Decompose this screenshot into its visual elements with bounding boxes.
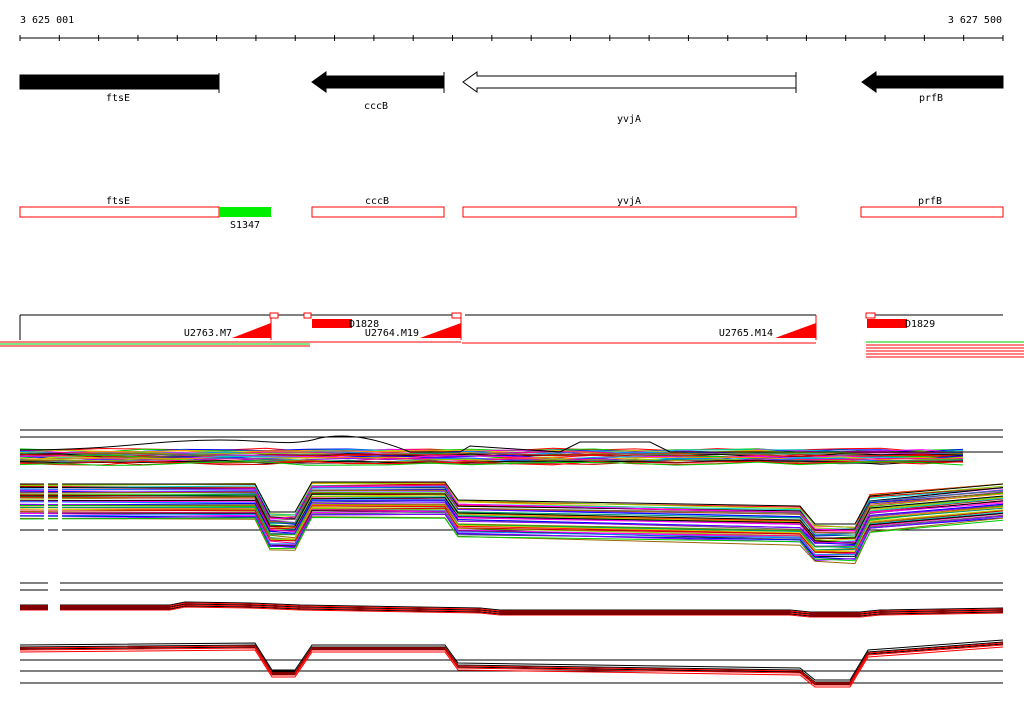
red-block-label: D1829 (905, 319, 935, 330)
ruler-ticks (19, 35, 1004, 41)
profile-line (19, 511, 1004, 555)
gene-arrow-shape (311, 71, 445, 93)
wedge-U2765[interactable]: U2765.M14 (719, 323, 816, 339)
wedge-label: U2763.M7 (184, 328, 232, 339)
feature-track: D1828 D1829 U2763.M7 U2764.M19 U2765.M14 (0, 312, 1024, 358)
red-block-D1828[interactable]: D1828 (312, 319, 379, 330)
gene-label: ftsE (106, 93, 130, 104)
wedge-U2764[interactable]: U2764.M19 (365, 323, 461, 339)
annotation-label: yvjA (617, 196, 641, 207)
gene-arrow-yvjA[interactable]: yvjA (462, 71, 797, 125)
gene-label: yvjA (617, 114, 641, 125)
annotation-label: ftsE (106, 196, 130, 207)
gene-arrow-shape (462, 71, 797, 93)
profile-line (19, 460, 964, 466)
ruler-start-label: 3 625 001 (20, 15, 74, 26)
expression-panel-multicolor (19, 429, 1004, 565)
profile-outline (20, 481, 1004, 525)
wedge-label: U2764.M19 (365, 328, 419, 339)
summary-line (19, 641, 1004, 683)
expression-panel-summary (19, 578, 1004, 688)
profile-line (19, 486, 1004, 532)
wedge-U2763[interactable]: U2763.M7 (184, 323, 271, 339)
annotation-label: prfB (918, 196, 942, 207)
summary-line (20, 606, 1004, 618)
annotation-green-feature[interactable]: S1347 (219, 207, 271, 231)
profile-outline (19, 435, 1003, 453)
summary-line (20, 605, 1004, 617)
red-block-label: D1828 (349, 319, 379, 330)
annotation-box-yvjA[interactable]: yvjA (462, 196, 797, 218)
gene-arrow-cccB[interactable]: cccB (311, 71, 445, 112)
wedge-shape (775, 323, 816, 338)
gene-track: ftsE cccB yvjA prfB (19, 71, 1004, 125)
red-block (867, 319, 907, 328)
summary-line (19, 644, 1004, 686)
summary-line (19, 642, 1004, 684)
annotation-box-cccB[interactable]: cccB (311, 196, 445, 218)
annotation-box (860, 206, 1004, 218)
profile-lines (19, 435, 1004, 565)
profile-line (19, 489, 1004, 534)
annotation-box (311, 206, 445, 218)
feature-marker (269, 312, 279, 319)
summary-line (20, 603, 1004, 615)
summary-line (19, 639, 1004, 681)
profile-line (19, 459, 964, 465)
gene-label: prfB (919, 93, 943, 104)
summary-line (20, 602, 1004, 614)
feature-marker (303, 312, 312, 319)
annotation-box-prfB[interactable]: prfB (860, 196, 1004, 218)
summary-lines (19, 601, 1004, 688)
summary-line (19, 643, 1004, 685)
wedge-shape (420, 323, 461, 338)
coordinate-ruler: 3 625 001 3 627 500 (19, 15, 1004, 41)
gene-arrow-shape (19, 74, 220, 90)
feature-marker (451, 312, 462, 319)
feature-marker (865, 312, 876, 319)
panel-gap (44, 480, 48, 540)
green-feature-bar (219, 207, 271, 217)
annotation-track: ftsE S1347 cccB yvjA prfB (19, 196, 1004, 231)
annotation-box-ftsE[interactable]: ftsE (19, 196, 220, 218)
gene-arrow-prfB[interactable]: prfB (861, 71, 1004, 104)
green-feature-label: S1347 (230, 220, 260, 231)
panel-gap (48, 578, 60, 623)
annotation-box (462, 206, 797, 218)
gene-arrow-ftsE[interactable]: ftsE (19, 73, 220, 104)
red-block-D1829[interactable]: D1829 (867, 319, 935, 330)
panel-gap (58, 480, 62, 540)
ruler-end-label: 3 627 500 (948, 15, 1002, 26)
annotation-box (19, 206, 220, 218)
summary-line (20, 604, 1004, 616)
profile-outline (20, 493, 1004, 539)
summary-line (20, 601, 1004, 613)
annotation-label: cccB (365, 196, 389, 207)
profile-line (19, 513, 1004, 562)
profile-line (19, 457, 964, 463)
gene-label: cccB (364, 101, 388, 112)
red-block (312, 319, 352, 328)
wedge-shape (232, 323, 271, 338)
gene-arrow-shape (861, 71, 1004, 93)
profile-line (19, 516, 1004, 562)
profile-line (19, 461, 964, 466)
summary-line (19, 646, 1004, 688)
wedge-label: U2765.M14 (719, 328, 773, 339)
